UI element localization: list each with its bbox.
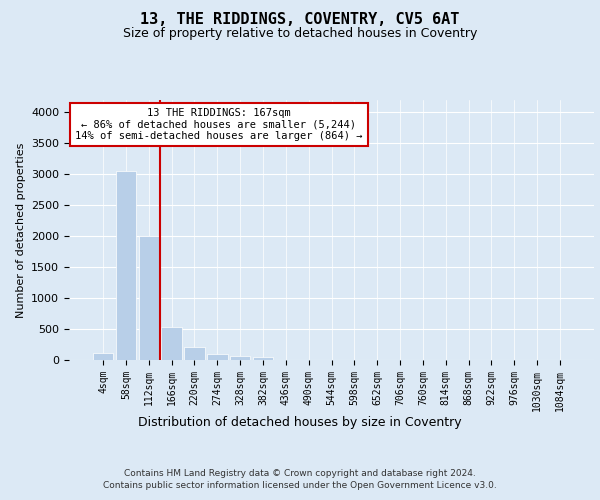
Text: 13 THE RIDDINGS: 167sqm
← 86% of detached houses are smaller (5,244)
14% of semi: 13 THE RIDDINGS: 167sqm ← 86% of detache… <box>75 108 362 141</box>
Text: Contains public sector information licensed under the Open Government Licence v3: Contains public sector information licen… <box>103 481 497 490</box>
Text: Contains HM Land Registry data © Crown copyright and database right 2024.: Contains HM Land Registry data © Crown c… <box>124 468 476 477</box>
Text: 13, THE RIDDINGS, COVENTRY, CV5 6AT: 13, THE RIDDINGS, COVENTRY, CV5 6AT <box>140 12 460 28</box>
Bar <box>93 352 113 360</box>
Bar <box>184 346 205 360</box>
Bar <box>161 326 182 360</box>
Bar <box>230 356 250 360</box>
Bar <box>139 236 159 360</box>
Text: Distribution of detached houses by size in Coventry: Distribution of detached houses by size … <box>138 416 462 429</box>
Bar <box>253 357 273 360</box>
Y-axis label: Number of detached properties: Number of detached properties <box>16 142 26 318</box>
Text: Size of property relative to detached houses in Coventry: Size of property relative to detached ho… <box>123 28 477 40</box>
Bar <box>116 171 136 360</box>
Bar <box>207 354 227 360</box>
